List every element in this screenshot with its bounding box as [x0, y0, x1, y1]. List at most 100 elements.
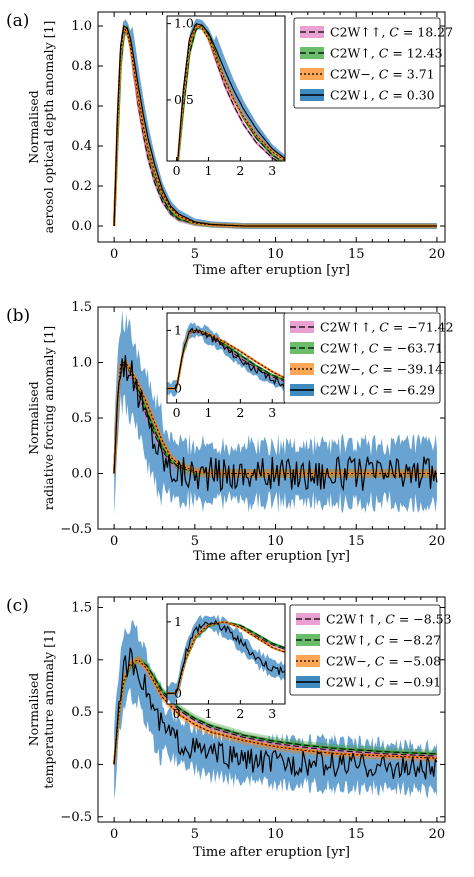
legend: C2W↑↑, C = −71.42 C2W↑, C = −63.71 C2W−, C…	[283, 312, 454, 404]
legend-box	[289, 604, 441, 696]
inset-plot: 0 1 2 3 0 1	[166, 603, 286, 721]
inset-x-tick-label: 1	[204, 405, 212, 420]
legend-label: C2W↓, C = −0.91	[326, 675, 441, 690]
inset-y-tick-label: 0	[174, 380, 182, 395]
x-axis-label: Time after eruption [yr]	[193, 845, 350, 860]
inset-y-tick-label: 0	[174, 685, 182, 700]
x-tick-label: 20	[429, 247, 446, 262]
x-tick-label: 15	[348, 247, 365, 262]
y-tick-label: 0.5	[71, 411, 92, 426]
plot-frame	[97, 596, 446, 823]
x-axis-label: Time after eruption [yr]	[193, 263, 350, 278]
legend-series-name: C2W↑	[320, 341, 361, 356]
inset-background	[167, 313, 285, 403]
legend-series-name: C2W↑↑	[330, 25, 381, 40]
inset-series-line-2	[167, 330, 285, 389]
legend-series-name: C2W↑	[330, 46, 371, 61]
y-tick-label: −0.5	[60, 522, 92, 537]
x-tick-label: 15	[348, 827, 365, 842]
y-tick-label: 0.4	[71, 139, 92, 154]
legend-series-c-value: −0.91	[403, 675, 441, 690]
y-axis-label: temperature anomaly [1]	[41, 630, 56, 789]
x-tick-label: 20	[429, 534, 446, 549]
legend-label: C2W↑↑, C = −8.53	[326, 612, 452, 627]
x-tick-label: 5	[191, 827, 199, 842]
inset-x-tick-label: 0	[173, 706, 181, 721]
inset-series-line-3	[167, 619, 285, 694]
panel-label: (b)	[6, 306, 30, 326]
legend-entry: C2W↑, C = −63.71	[290, 341, 443, 356]
legend-label: C2W↑, C = −8.27	[326, 633, 441, 648]
legend-series-c-value: −6.29	[397, 383, 435, 398]
legend-label: C2W↑↑, C = 18.27	[330, 25, 453, 40]
y-tick-label: 0.0	[71, 219, 92, 234]
inset-x-tick-label: 1	[204, 163, 212, 178]
inset-y-tick-label: 1	[174, 322, 182, 337]
x-tick-label: 20	[429, 827, 446, 842]
inset-plot: 0 1 2 3 0.5 1.0	[166, 15, 286, 178]
x-axis-label: Time after eruption [yr]	[193, 549, 350, 564]
y-tick-label: 1.0	[71, 19, 92, 34]
y-axis-label: Normalised	[26, 673, 41, 747]
y-axis-label: aerosol optical depth anomaly [1]	[41, 21, 56, 234]
inset-x-tick-label: 0	[173, 405, 181, 420]
legend-series-c-value: −8.53	[413, 612, 451, 627]
legend-label: C2W−, C = 3.71	[330, 67, 435, 82]
legend-series-c-value: 3.71	[407, 67, 435, 82]
y-tick-label: 0.6	[71, 99, 92, 114]
legend-entry: C2W−, C = −39.14	[290, 362, 443, 377]
inset-x-tick-label: 3	[268, 405, 276, 420]
plot-frame	[97, 11, 446, 243]
legend-entry: C2W↓, C = −0.91	[296, 675, 441, 690]
chart-panel-2: 0 5 10 15 20−0.50.00.51.01.5(c)Normalised tem…	[6, 596, 452, 860]
legend-series-c-value: −71.42	[407, 320, 453, 335]
y-tick-label: 0.5	[71, 705, 92, 720]
legend-label: C2W↑, C = −63.71	[320, 341, 443, 356]
chart-panel-1: 0 5 10 15 20−0.50.00.51.01.5(b)Normalised rad…	[6, 300, 454, 564]
legend-series-c-value: 0.30	[407, 88, 435, 103]
y-tick-label: −0.5	[60, 810, 92, 825]
legend-label: C2W↓, C = 0.30	[330, 88, 435, 103]
series-line-2	[113, 26, 437, 227]
y-axis-label: Normalised	[26, 381, 41, 455]
x-tick-label: 10	[267, 534, 284, 549]
series-line-3	[113, 25, 437, 227]
legend-label: C2W↑, C = 12.43	[330, 46, 443, 61]
x-tick-label: 5	[191, 247, 199, 262]
legend-box	[293, 17, 441, 109]
y-axis-label: radiative forcing anomaly [1]	[41, 326, 56, 511]
x-tick-label: 0	[110, 534, 118, 549]
inset-plot: 0 1 2 3 0 1	[166, 312, 286, 420]
inset-uncertainty-band	[177, 18, 285, 161]
inset-x-tick-label: 3	[268, 706, 276, 721]
legend-box	[283, 312, 441, 404]
legend-series-c-value: −63.71	[397, 341, 443, 356]
x-tick-label: 10	[267, 247, 284, 262]
legend-label: C2W−, C = −39.14	[320, 362, 443, 377]
legend: C2W↑↑, C = 18.27 C2W↑, C = 12.43 C2W−, C =…	[293, 17, 453, 109]
legend-series-c-value: −8.27	[403, 633, 441, 648]
inset-y-tick-label: 1.0	[174, 16, 194, 31]
legend-series-c-value: −5.08	[403, 654, 441, 669]
legend-series-name: C2W↓	[320, 383, 361, 398]
x-tick-label: 10	[267, 827, 284, 842]
inset-series-line-3	[167, 327, 285, 390]
y-axis-label: Normalised	[26, 90, 41, 164]
y-tick-label: 0.0	[71, 467, 92, 482]
x-tick-label: 15	[348, 534, 365, 549]
legend-entry: C2W↑, C = 12.43	[300, 46, 443, 61]
legend-series-name: C2W↑	[326, 633, 367, 648]
y-tick-label: 1.5	[71, 600, 92, 615]
series-line-3	[113, 647, 438, 780]
legend-series-name: C2W↑↑	[320, 320, 371, 335]
legend-label: C2W↓, C = −6.29	[320, 383, 435, 398]
inset-x-tick-label: 2	[236, 706, 244, 721]
chart-panel-0: 0 5 10 15 200.00.20.40.60.81.0(a)Normalised a…	[6, 11, 453, 278]
legend-entry: C2W↑↑, C = 18.27	[300, 25, 453, 40]
plot-area	[112, 19, 437, 229]
inset-x-tick-label: 3	[268, 163, 276, 178]
inset-series-line-3	[177, 23, 285, 161]
inset-x-tick-label: 2	[236, 163, 244, 178]
legend-series-name: C2W−	[326, 654, 367, 669]
